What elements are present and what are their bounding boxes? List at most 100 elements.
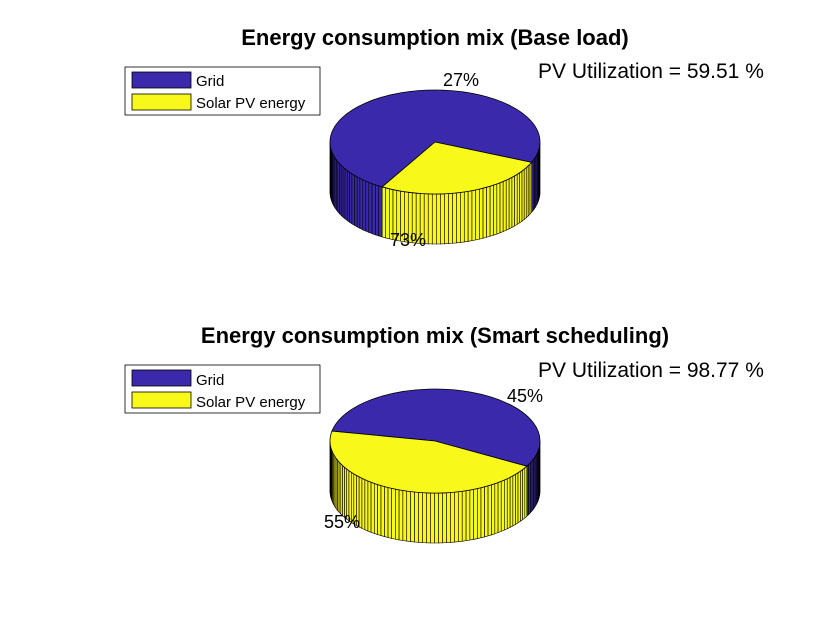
pie-side-segment-solar-pv-energy <box>384 486 389 538</box>
legend-label-solar: Solar PV energy <box>196 95 306 112</box>
slice-label-solar: 27% <box>443 70 479 90</box>
pie-side-segment-solar-pv-energy <box>395 488 400 541</box>
pie-side-segment-grid <box>371 183 376 236</box>
legend: Grid Solar PV energy <box>124 66 321 116</box>
pie-side-segment-grid <box>378 185 383 238</box>
pie-side-segment-solar-pv-energy <box>475 188 480 241</box>
pie-side-segment-solar-pv-energy <box>503 478 508 531</box>
pie-side-segment-solar-pv-energy <box>499 181 504 234</box>
pie-side-segment-solar-pv-energy <box>465 489 471 542</box>
pie-side-segment-solar-pv-energy <box>460 191 465 243</box>
pie-side-segment-solar-pv-energy <box>410 491 415 543</box>
pie-side-segment-solar-pv-energy <box>467 190 473 242</box>
pv-utilization-annotation: PV Utilization = 59.51 % <box>538 60 764 83</box>
pie-side-segment-solar-pv-energy <box>480 486 485 539</box>
pie-side-segment-solar-pv-energy <box>516 172 520 225</box>
pie-side-segment-grid <box>375 184 380 237</box>
pie-side-segment-solar-pv-energy <box>427 193 433 245</box>
pie-side-segment-solar-pv-energy <box>506 476 511 530</box>
legend-swatch-grid <box>131 71 192 89</box>
pie-side-segment-solar-pv-energy <box>387 487 392 539</box>
pie-side-segment-solar-pv-energy <box>446 492 451 544</box>
pie-side-segment-grid <box>362 179 367 232</box>
pie-side-segment-solar-pv-energy <box>494 482 499 535</box>
pie-side-segment-solar-pv-energy <box>381 186 387 239</box>
pie-side-segment-solar-pv-energy <box>496 182 501 235</box>
chart-base-load: Energy consumption mix (Base load) PV Ut… <box>124 25 764 250</box>
pie-side-segment-solar-pv-energy <box>414 491 419 543</box>
pie-side-segment-solar-pv-energy <box>450 491 455 543</box>
pie-side-segment-solar-pv-energy <box>477 487 482 539</box>
pie-side-segment-solar-pv-energy <box>523 167 527 221</box>
pie-side-segment-solar-pv-energy <box>391 487 396 540</box>
pie-slice-solar-pv-energy <box>381 141 533 195</box>
pie-side-segment-grid <box>342 166 346 220</box>
pie-side-segment-solar-pv-energy <box>482 186 487 239</box>
pie-side-segment-solar-pv-energy <box>442 492 447 544</box>
pie-side-segment-solar-pv-energy <box>373 483 378 535</box>
pie-side-segment-solar-pv-energy <box>512 473 516 527</box>
pie-side-segment-grid <box>365 180 370 233</box>
pie-side-segment-solar-pv-energy <box>521 168 525 222</box>
pie-side-segment-solar-pv-energy <box>522 467 526 521</box>
chart-title: Energy consumption mix (Smart scheduling… <box>201 323 669 348</box>
pie-side-segment-solar-pv-energy <box>430 492 435 544</box>
pie-side-segment-solar-pv-energy <box>497 480 502 534</box>
pie-side-segment-solar-pv-energy <box>520 469 523 522</box>
pie-side-segment-solar-pv-energy <box>370 481 375 534</box>
pie-side-segment-solar-pv-energy <box>361 477 366 531</box>
pie-side-segment-solar-pv-energy <box>524 465 528 519</box>
pie-side-segment-solar-pv-energy <box>364 479 369 532</box>
pie-side-segment-solar-pv-energy <box>489 184 494 237</box>
pie-side-segment-solar-pv-energy <box>398 489 404 541</box>
pie-side-segment-solar-pv-energy <box>452 192 457 244</box>
pie-side-segment-solar-pv-energy <box>367 480 372 533</box>
legend-swatch-solar <box>131 391 192 409</box>
slice-label-solar: 45% <box>507 386 543 406</box>
pie-side-segment-solar-pv-energy <box>454 491 459 543</box>
pie-side-segment-solar-pv-energy <box>515 472 519 525</box>
pie-side-segment-solar-pv-energy <box>380 485 385 537</box>
pie-side-segment-grid <box>356 176 361 229</box>
chart-title: Energy consumption mix (Base load) <box>241 25 629 50</box>
pie-side-segment-grid <box>346 169 350 223</box>
pie-side-segment-solar-pv-energy <box>500 479 505 532</box>
pie-side-segment-solar-pv-energy <box>377 484 382 537</box>
legend-swatch-grid <box>131 369 192 387</box>
pie-side-segment-solar-pv-energy <box>422 492 427 544</box>
pie-side-segment-grid <box>368 181 373 235</box>
pv-utilization-annotation: PV Utilization = 98.77 % <box>538 359 764 382</box>
pie-slice-grid <box>329 89 541 188</box>
pie-slice-solar-pv-energy <box>329 430 528 494</box>
pie-side-segment-solar-pv-energy <box>519 170 523 224</box>
pie-side-segment-solar-pv-energy <box>434 492 439 544</box>
pie-3d <box>329 388 541 544</box>
pie-side-segment-solar-pv-energy <box>444 193 449 245</box>
pie-side-segment-solar-pv-energy <box>487 484 492 537</box>
pie-side-segment-solar-pv-energy <box>514 173 518 227</box>
pie-side-segment-grid <box>354 174 358 228</box>
pie-side-segment-solar-pv-energy <box>484 485 489 538</box>
pie-side-segment-solar-pv-energy <box>385 187 390 240</box>
pie-side-segment-solar-pv-energy <box>438 492 443 544</box>
pie-side-segment-grid <box>359 177 364 231</box>
pie-side-segment-solar-pv-energy <box>426 492 431 544</box>
pie-side-segment-solar-pv-energy <box>473 488 478 540</box>
pie-side-segment-grid <box>344 168 348 222</box>
pie-side-segment-solar-pv-energy <box>508 176 513 230</box>
pie-side-segment-solar-pv-energy <box>402 490 408 542</box>
pie-side-segment-solar-pv-energy <box>431 193 437 245</box>
pie-side-segment-solar-pv-energy <box>502 179 507 233</box>
pie-side-segment-solar-pv-energy <box>456 192 461 244</box>
pie-side-segment-solar-pv-energy <box>493 183 498 236</box>
pie-side-segment-solar-pv-energy <box>406 490 411 542</box>
chart-smart-scheduling: Energy consumption mix (Smart scheduling… <box>124 323 764 544</box>
pie-side-segment-solar-pv-energy <box>418 492 423 543</box>
pie-side-segment-solar-pv-energy <box>517 470 521 524</box>
pie-side-segment-solar-pv-energy <box>436 193 441 245</box>
pie-side-segment-solar-pv-energy <box>486 185 491 238</box>
pie-side-segment-solar-pv-energy <box>461 490 467 542</box>
legend-label-grid: Grid <box>196 73 224 90</box>
pie-side-segment-solar-pv-energy <box>511 175 515 228</box>
